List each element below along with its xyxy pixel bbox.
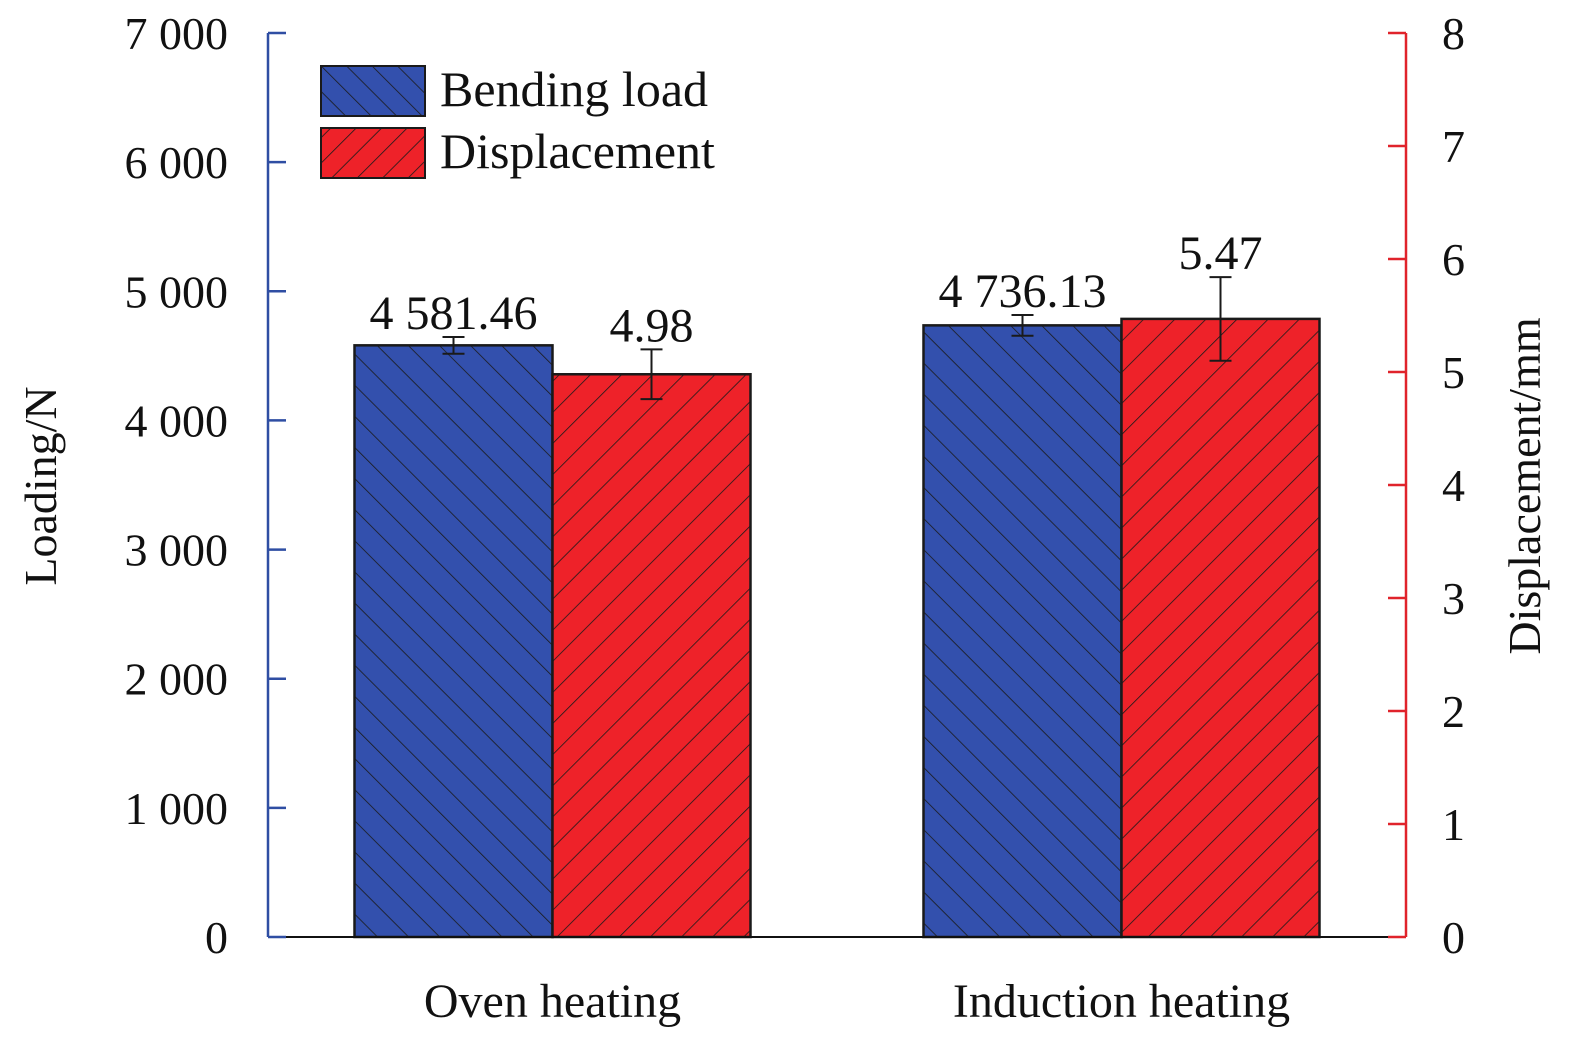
y-right-tick-label-1: 1 <box>1442 799 1465 850</box>
x-category-label-induction-heating: Induction heating <box>953 975 1290 1028</box>
y-right-tick-label-4: 4 <box>1442 460 1465 511</box>
x-category-labels: Oven heating Induction heating <box>424 975 1290 1028</box>
x-category-label-oven-heating: Oven heating <box>424 975 681 1028</box>
error-bar-bending-load-induction-heating <box>1011 314 1034 337</box>
y-left-tick-label-0: 0 <box>205 912 228 963</box>
y-left-tick-label-3000: 3 000 <box>125 525 229 576</box>
y-left-tick-label-4000: 4 000 <box>125 395 229 446</box>
error-bar-bending-load-oven-heating <box>442 335 465 355</box>
bar-hatch-bending-load-oven-heating <box>353 344 554 939</box>
bar-hatch-displacement-oven-heating <box>551 373 752 939</box>
value-label-bending-load-induction-heating: 4 736.13 <box>939 265 1107 318</box>
bar-hatch-bending-load-induction-heating <box>922 324 1123 939</box>
legend-label-displacement: Displacement <box>440 123 715 179</box>
legend: Bending load Displacement <box>320 61 715 179</box>
y-right-tick-label-3: 3 <box>1442 573 1465 624</box>
y-left-tick-label-5000: 5 000 <box>125 266 229 317</box>
y-right-tick-label-0: 0 <box>1442 912 1465 963</box>
y-left-axis-label: Loading/N <box>15 386 66 585</box>
legend-swatch-displacement-hatch <box>320 127 426 179</box>
legend-swatch-bending-load-hatch <box>320 65 426 117</box>
y-right-tick-label-6: 6 <box>1442 234 1465 285</box>
y-left-tick-label-6000: 6 000 <box>125 137 229 188</box>
y-right-tick-label-8: 8 <box>1442 8 1465 59</box>
y-right-tick-label-2: 2 <box>1442 686 1465 737</box>
bars-layer <box>353 317 1321 939</box>
y-left-ticks: 0 1 000 2 000 3 000 4 000 5 000 6 000 7 000 <box>125 8 286 963</box>
y-left-tick-label-2000: 2 000 <box>125 654 229 705</box>
y-left-tick-label-7000: 7 000 <box>125 8 229 59</box>
error-bar-displacement-induction-heating <box>1209 276 1232 362</box>
value-label-displacement-oven-heating: 4.98 <box>610 299 694 352</box>
bar-hatch-displacement-induction-heating <box>1120 317 1321 939</box>
error-bars-layer <box>442 276 1232 401</box>
y-right-tick-label-7: 7 <box>1442 121 1465 172</box>
value-labels-layer: 4 581.46 4.98 4 736.13 5.47 <box>370 227 1263 352</box>
y-left-tick-label-1000: 1 000 <box>125 783 229 834</box>
value-label-displacement-induction-heating: 5.47 <box>1179 227 1263 280</box>
y-right-axis-label: Displacement/mm <box>1499 317 1550 654</box>
legend-label-bending-load: Bending load <box>440 61 708 117</box>
y-right-ticks: 0 1 2 3 4 5 6 7 8 <box>1388 8 1465 963</box>
y-right-tick-label-5: 5 <box>1442 347 1465 398</box>
error-bar-displacement-oven-heating <box>640 348 663 401</box>
value-label-bending-load-oven-heating: 4 581.46 <box>370 287 538 340</box>
